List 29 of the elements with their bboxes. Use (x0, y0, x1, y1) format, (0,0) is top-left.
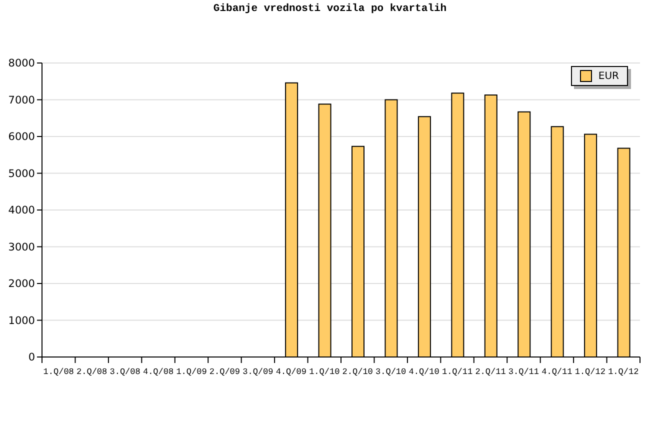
y-tick-label: 2000 (8, 278, 35, 290)
y-tick-label: 7000 (8, 94, 35, 106)
y-tick-label: 4000 (8, 204, 35, 217)
chart-title: Gibanje vrednosti vozila po kvartalih (212, 3, 448, 15)
legend-label: EUR (598, 70, 619, 82)
x-tick-label: 4.Q/10 (408, 367, 440, 377)
x-tick-label: 2.Q/09 (209, 367, 240, 377)
y-tick-label: 8000 (8, 58, 35, 70)
x-tick-label: 4.Q/11 (542, 367, 572, 377)
x-tick-label: 2.Q/08 (76, 367, 108, 377)
x-tick-label: 1.Q/12 (608, 367, 639, 377)
x-tick-label: 3.Q/10 (376, 367, 406, 377)
x-tick-label: 1.Q/11 (442, 367, 473, 377)
x-tick-label: 1.Q/09 (176, 367, 207, 377)
y-tick-label: 0 (28, 352, 35, 364)
x-tick-label: 2.Q/11 (475, 367, 506, 377)
x-tick-label: 1.Q/10 (309, 367, 340, 377)
x-tick-label: 3.Q/11 (508, 367, 540, 377)
y-tick-label: 1000 (8, 314, 35, 327)
x-tick-label: 2.Q/10 (342, 367, 373, 377)
x-tick-label: 1.Q/08 (43, 367, 74, 377)
y-tick-label: 6000 (8, 131, 35, 144)
x-tick-label: 4.Q/08 (142, 367, 174, 377)
x-tick-label: 3.Q/09 (242, 367, 274, 377)
y-tick-label: 5000 (8, 168, 35, 180)
y-tick-label: 3000 (8, 241, 35, 254)
x-tick-label: 3.Q/08 (110, 367, 140, 377)
x-tick-label: 4.Q/09 (276, 367, 306, 377)
x-tick-label: 1.Q/12 (574, 367, 606, 377)
